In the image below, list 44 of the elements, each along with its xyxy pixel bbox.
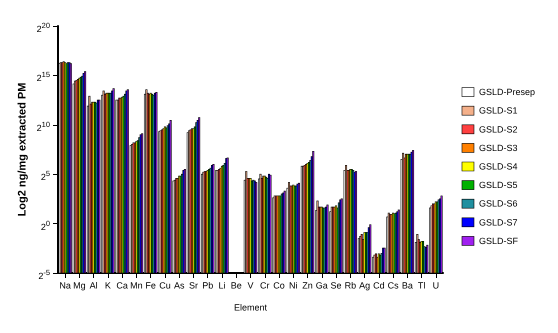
y-tick-label: 2$^{20}$ bbox=[36, 20, 50, 36]
x-tick-label: Li bbox=[218, 280, 226, 290]
x-tick-label: Se bbox=[330, 280, 342, 290]
legend-label: GSLD-SF bbox=[478, 236, 518, 246]
x-tick-label: Cd bbox=[373, 280, 385, 290]
y-tick-label: 2$^{5}$ bbox=[40, 168, 50, 184]
x-tick-label: Mg bbox=[73, 280, 86, 290]
legend-label: GSLD-S6 bbox=[478, 198, 518, 209]
y-tick-label: 2$^{10}$ bbox=[36, 118, 50, 135]
legend-label: GSLD-S2 bbox=[478, 124, 518, 134]
x-tick-label: Pb bbox=[202, 280, 214, 290]
x-tick-label: Na bbox=[59, 280, 71, 290]
x-tick-label: Zn bbox=[302, 280, 313, 290]
x-tick-label: As bbox=[174, 280, 185, 290]
x-tick-label: Cr bbox=[260, 280, 270, 290]
x-tick-label: Ca bbox=[116, 280, 128, 290]
x-tick-label: Rb bbox=[344, 280, 356, 290]
x-tick-label: Tl bbox=[418, 280, 426, 290]
x-tick-label: U bbox=[432, 280, 440, 290]
y-tick-label: 2$^{-5}$ bbox=[38, 267, 50, 283]
x-tick-label: Ga bbox=[316, 280, 328, 290]
x-tick-label: K bbox=[104, 280, 111, 290]
x-tick-label: Sr bbox=[188, 280, 198, 290]
y-tick-label: 2$^{0}$ bbox=[40, 218, 50, 234]
legend-label: GSLD-Presep bbox=[478, 87, 536, 98]
x-tick-label: Co bbox=[273, 280, 285, 290]
x-tick-label: Ag bbox=[359, 280, 370, 290]
legend-label: GSLD-S3 bbox=[478, 142, 518, 153]
y-axis-title: Log2 ng/mg extracted PM bbox=[16, 82, 28, 216]
x-axis-title: Element bbox=[234, 302, 268, 312]
x-tick-label: Ni bbox=[289, 280, 298, 290]
x-tick-label: Ba bbox=[402, 280, 413, 290]
x-tick-label: Mn bbox=[130, 280, 143, 290]
legend-label: GSLD-S1 bbox=[478, 106, 518, 116]
legend-label: GSLD-S5 bbox=[478, 180, 518, 190]
x-tick-label: V bbox=[247, 280, 254, 290]
x-tick-label: Fe bbox=[145, 280, 156, 290]
x-tick-label: Be bbox=[230, 280, 242, 290]
y-tick-label: 2$^{15}$ bbox=[36, 69, 50, 86]
legend-label: GSLD-S4 bbox=[478, 162, 518, 172]
x-tick-label: Al bbox=[90, 280, 98, 290]
legend-label: GSLD-S7 bbox=[478, 217, 518, 228]
x-tick-label: Cs bbox=[388, 280, 400, 290]
x-tick-label: Cu bbox=[159, 280, 171, 290]
